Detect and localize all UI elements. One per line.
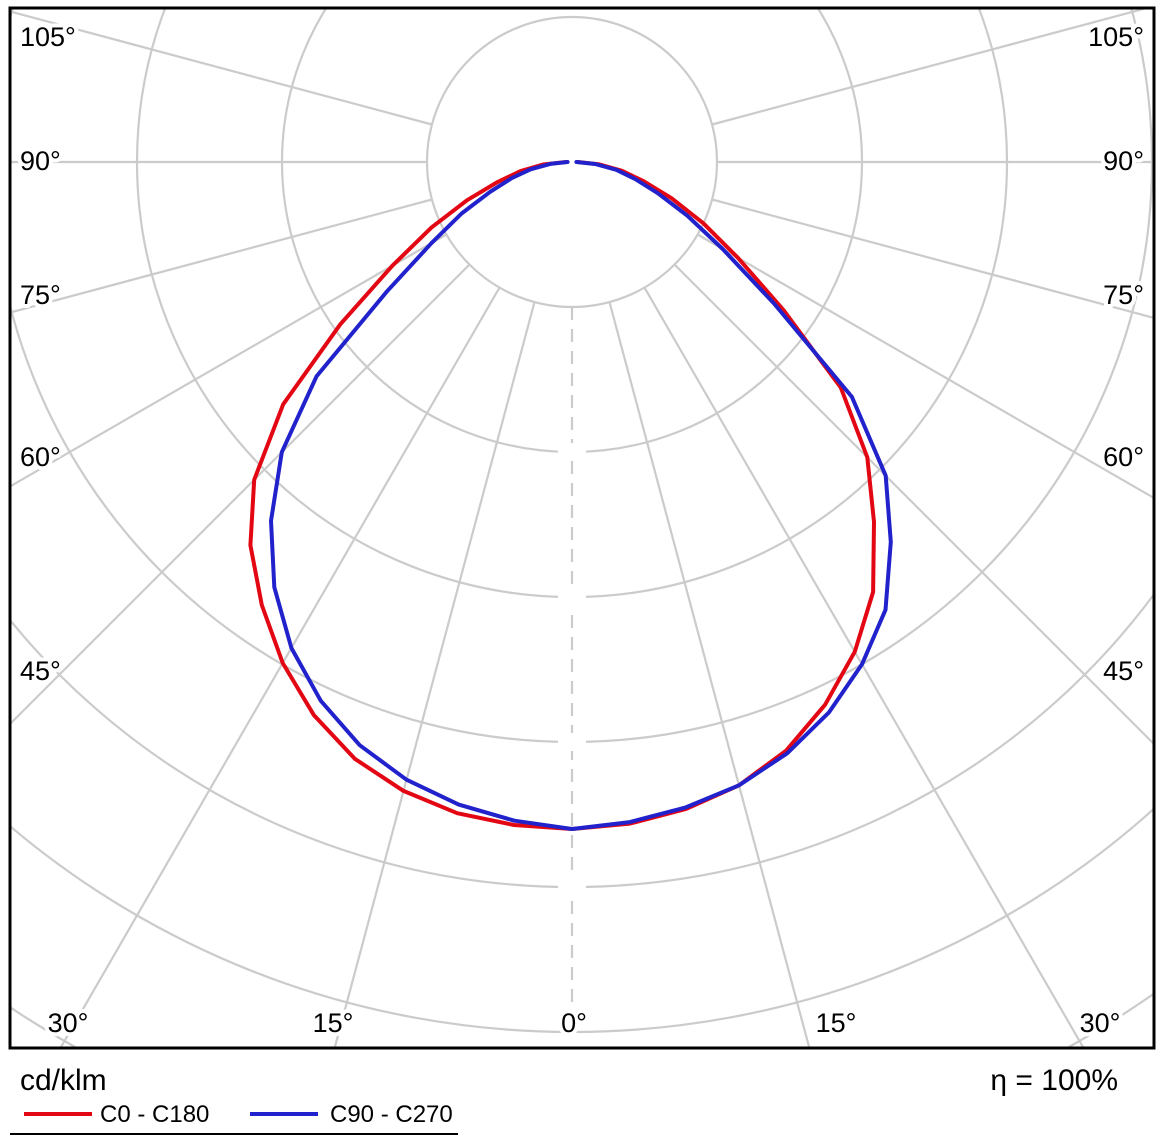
grid-ring bbox=[425, 15, 719, 309]
legend-label-c90-c270: C90 - C270 bbox=[330, 1101, 453, 1128]
mask-bottom bbox=[0, 1046, 1164, 1140]
ring-label-gap bbox=[558, 878, 586, 896]
grid-radial-line bbox=[0, 233, 447, 494]
angle-label-right: 90° bbox=[1103, 146, 1144, 176]
ring-label-gap bbox=[558, 733, 586, 751]
angle-label-right: 45° bbox=[1103, 656, 1144, 686]
angle-label-bottom: 15° bbox=[816, 1008, 857, 1038]
angle-labels: 105° 90° 75° 60° 45° 105° 90° 75° 60° 45° 30° 15° 0°… bbox=[16, 18, 1148, 1042]
grid-radial-line bbox=[308, 301, 536, 1140]
legend: C0 - C180 C90 - C270 bbox=[10, 1101, 458, 1135]
grid-ring bbox=[0, 797, 1164, 1033]
grid-radial-line bbox=[711, 2, 1164, 126]
grid-radial-line bbox=[0, 263, 471, 736]
ring-label-gap bbox=[558, 443, 586, 461]
grid-radial-line bbox=[643, 287, 1138, 1140]
angle-label-bottom: 0° bbox=[561, 1008, 587, 1038]
grid-radial-line bbox=[608, 301, 836, 1140]
angle-label-bottom: 15° bbox=[313, 1008, 354, 1038]
angle-label-right: 105° bbox=[1088, 22, 1144, 52]
efficiency-label: η = 100% bbox=[990, 1064, 1118, 1097]
plot-border bbox=[8, 6, 1156, 1050]
legend-label-c0-c180: C0 - C180 bbox=[100, 1101, 209, 1128]
angle-label-left: 105° bbox=[20, 22, 76, 52]
mask-right bbox=[1152, 0, 1164, 1140]
angle-label-left: 90° bbox=[20, 146, 61, 176]
intensity-curves bbox=[248, 160, 893, 831]
angle-label-left: 45° bbox=[20, 656, 61, 686]
grid-radial-line bbox=[6, 287, 501, 1140]
angle-label-left: 60° bbox=[20, 442, 61, 472]
grid-radial-line bbox=[711, 198, 1164, 322]
angle-label-bottom: 30° bbox=[1080, 1008, 1121, 1038]
curve-c90-c270 bbox=[269, 160, 893, 831]
unit-label: cd/klm bbox=[20, 1064, 107, 1097]
angle-label-bottom: 30° bbox=[48, 1008, 89, 1038]
grid-ring bbox=[0, 0, 1153, 743]
angle-label-left: 75° bbox=[20, 280, 61, 310]
grid-radial-line bbox=[0, 7, 433, 126]
mask-left bbox=[0, 0, 9, 1140]
grid-radial-line bbox=[673, 263, 1164, 756]
ring-label-gap bbox=[558, 588, 586, 606]
angle-label-right: 75° bbox=[1103, 280, 1144, 310]
mask-top bbox=[0, 0, 1164, 9]
grid-radial-line bbox=[0, 198, 433, 317]
angle-label-right: 60° bbox=[1103, 442, 1144, 472]
grid-radial-line bbox=[697, 233, 1164, 506]
